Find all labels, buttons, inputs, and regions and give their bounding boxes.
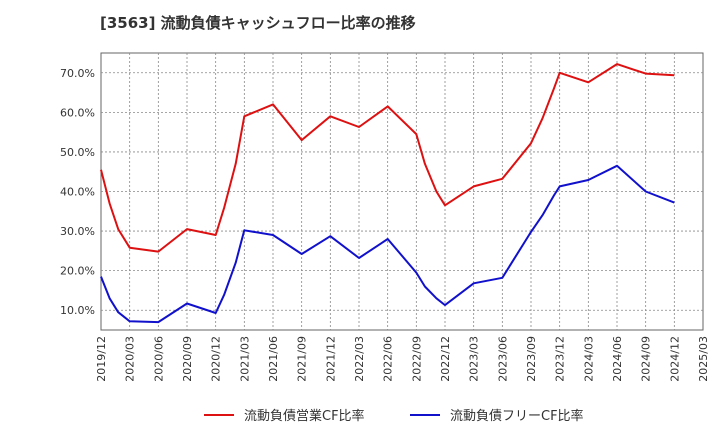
series-line-1 xyxy=(100,63,675,253)
series-line-2 xyxy=(100,164,675,324)
axes: 2019/12 2020/03 2020/06 2020/09 2020/12 2021/… xyxy=(60,67,710,382)
x-tick-label: 2022/03 xyxy=(353,336,366,382)
x-tick-label: 2021/06 xyxy=(267,336,280,382)
x-tick-label: 2025/03 xyxy=(697,336,710,382)
x-tick-label: 2023/12 xyxy=(554,336,567,382)
x-tick-label: 2022/12 xyxy=(439,336,452,382)
x-tick-label: 2024/03 xyxy=(582,336,595,382)
y-tick-label: 30.0% xyxy=(60,225,95,238)
x-tick-label: 2022/06 xyxy=(382,336,395,382)
x-tick-label: 2021/09 xyxy=(296,336,309,382)
x-tick-label: 2020/06 xyxy=(152,336,165,382)
legend: 流動負債営業CF比率 流動負債フリーCF比率 xyxy=(204,408,584,424)
x-tick-label: 2024/09 xyxy=(640,336,653,382)
y-tick-label: 40.0% xyxy=(60,186,95,199)
x-tick-label: 2022/09 xyxy=(410,336,423,382)
x-tick-label: 2019/12 xyxy=(95,336,108,382)
x-tick-label: 2023/03 xyxy=(468,336,481,382)
series-layer xyxy=(100,63,675,324)
x-tick-label: 2020/03 xyxy=(124,336,137,382)
legend-label-1: 流動負債営業CF比率 xyxy=(244,408,365,424)
y-tick-label: 70.0% xyxy=(60,67,95,80)
x-tick-label: 2024/06 xyxy=(611,336,624,382)
x-tick-label: 2024/12 xyxy=(668,336,681,382)
y-tick-label: 10.0% xyxy=(60,304,95,317)
x-tick-label: 2020/09 xyxy=(181,336,194,382)
y-tick-label: 20.0% xyxy=(60,265,95,278)
x-tick-label: 2021/03 xyxy=(238,336,251,382)
y-tick-label: 50.0% xyxy=(60,146,95,159)
x-tick-label: 2021/12 xyxy=(324,336,337,382)
legend-label-2: 流動負債フリーCF比率 xyxy=(450,408,584,424)
y-tick-label: 60.0% xyxy=(60,106,95,119)
x-tick-label: 2023/06 xyxy=(496,336,509,382)
x-tick-label: 2020/12 xyxy=(210,336,223,382)
x-tick-label: 2023/09 xyxy=(525,336,538,382)
chart-title: [3563] 流動負債キャッシュフロー比率の推移 xyxy=(100,14,416,32)
